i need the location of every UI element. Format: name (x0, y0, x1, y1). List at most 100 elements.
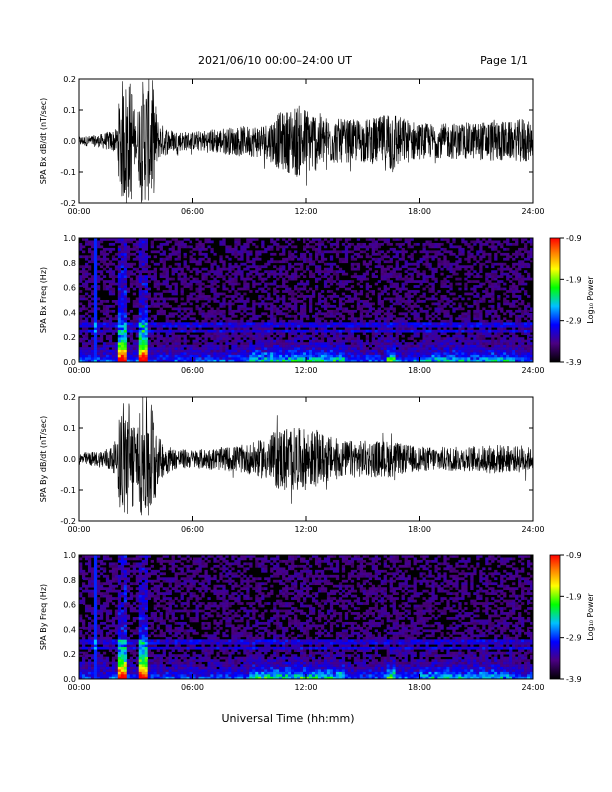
spectrogram-cell (279, 312, 283, 316)
spectrogram-cell (443, 295, 447, 298)
spectrogram-cell (323, 257, 328, 261)
spectrogram-cell (401, 319, 405, 323)
spectrogram-cell (90, 357, 95, 360)
spectrogram-cell (371, 238, 375, 241)
spectrogram-cell (497, 332, 501, 336)
spectrogram-cell (282, 332, 286, 336)
spectrogram-cell (252, 257, 256, 261)
spectrogram-cell (314, 352, 319, 355)
spectrogram-cell (79, 357, 83, 360)
spectrogram-cell (261, 280, 265, 283)
spectrogram-cell (374, 252, 378, 256)
spectrogram-cell (389, 324, 393, 328)
spectrogram-cell (141, 285, 146, 288)
spectrogram-cell (371, 275, 375, 278)
spectrogram-cell (338, 322, 343, 326)
spectrogram-cell (81, 334, 86, 338)
spectrogram-cell (261, 272, 265, 276)
spectrogram-cell (219, 240, 223, 244)
spectrogram-cell (234, 337, 238, 340)
spectrogram-cell (159, 292, 163, 296)
spectrogram-cell (162, 297, 166, 301)
spectrogram-cell (515, 285, 519, 288)
spectrogram-cell (398, 275, 402, 278)
spectrogram-cell (120, 282, 125, 286)
spectrogram-cell (362, 319, 367, 323)
spectrogram-cell (443, 329, 447, 333)
spectrogram-cell (515, 319, 519, 323)
spectrogram-cell (210, 290, 214, 293)
spectrogram-cell (79, 255, 83, 259)
spectrogram-cell (81, 319, 86, 323)
spectrogram-cell (506, 359, 510, 363)
spectrogram-cell (168, 322, 172, 326)
spectrogram-cell (332, 342, 337, 345)
spectrogram-cell (210, 344, 214, 348)
spectrogram-cell (291, 339, 295, 343)
spectrogram-cell (183, 357, 187, 360)
spectrogram-cell (183, 275, 187, 278)
spectrogram-cell (371, 332, 375, 336)
spectrogram-cell (297, 267, 301, 271)
spectrogram-cell (371, 245, 375, 249)
spectrogram-cell (455, 307, 459, 311)
spectrogram-cell (222, 322, 226, 326)
spectrogram-cell (389, 280, 393, 283)
spectrogram-cell (168, 257, 172, 261)
spectrogram-cell (329, 267, 334, 271)
spectrogram-cell (326, 342, 331, 345)
spectrogram-cell (177, 242, 181, 246)
spectrogram-cell (521, 359, 525, 363)
spectrogram-cell (99, 250, 104, 254)
spectrogram-cell (192, 312, 196, 316)
spectrogram-cell (314, 349, 319, 353)
spectrogram-cell (449, 319, 453, 323)
spectrogram-cell (473, 275, 477, 278)
spectrogram-cell (231, 267, 235, 271)
spectrogram-cell (359, 277, 364, 281)
spectrogram-cell (132, 304, 137, 308)
spectrogram-cell (311, 324, 316, 328)
spectrogram-cell (473, 255, 477, 259)
spectrogram-cell (329, 270, 334, 274)
spectrogram-cell (195, 329, 199, 333)
spectrogram-cell (413, 322, 417, 326)
spectrogram-cell (183, 252, 187, 256)
spectrogram-cell (288, 359, 292, 363)
spectrogram-cell (102, 349, 107, 353)
spectrogram-cell (114, 344, 119, 348)
spectrogram-cell (506, 339, 510, 343)
spectrogram-cell (156, 309, 160, 313)
spectrogram-cell (294, 349, 298, 353)
spectrogram-cell (317, 339, 322, 343)
spectrogram-cell (294, 304, 298, 308)
spectrogram-cell (350, 280, 355, 283)
y-tick-label: 0.1 (63, 106, 76, 115)
spectrogram-cell (216, 307, 220, 311)
spectrogram-cell (359, 255, 364, 259)
spectrogram-cell (219, 255, 223, 259)
spectrogram-cell (303, 347, 307, 350)
spectrogram-cell (276, 238, 280, 241)
spectrogram-cell (410, 307, 414, 311)
spectrogram-cell (186, 282, 190, 286)
spectrogram-cell (216, 312, 220, 316)
spectrogram-cell (458, 317, 462, 321)
spectrogram-cell (84, 265, 89, 269)
spectrogram-cell (96, 245, 101, 249)
spectrogram-cell (168, 354, 172, 358)
spectrogram-cell (84, 242, 89, 246)
spectrogram-cell (386, 292, 390, 296)
spectrogram-cell (419, 329, 423, 333)
spectrogram-cell (228, 247, 232, 251)
spectrogram-cell (159, 272, 163, 276)
spectrogram-cell (165, 347, 169, 350)
spectrogram-cell (126, 312, 131, 316)
spectrogram-cell (440, 238, 444, 241)
spectrogram-cell (168, 337, 172, 340)
bx-dbdt-ticks: 00:00 06:00 12:00 18:00 24:00-0.2-0.10.00.10… (60, 75, 544, 216)
spectrogram-cell (114, 324, 119, 328)
spectrogram-cell (270, 344, 274, 348)
spectrogram-cell (228, 295, 232, 298)
spectrogram-cell (246, 245, 250, 249)
